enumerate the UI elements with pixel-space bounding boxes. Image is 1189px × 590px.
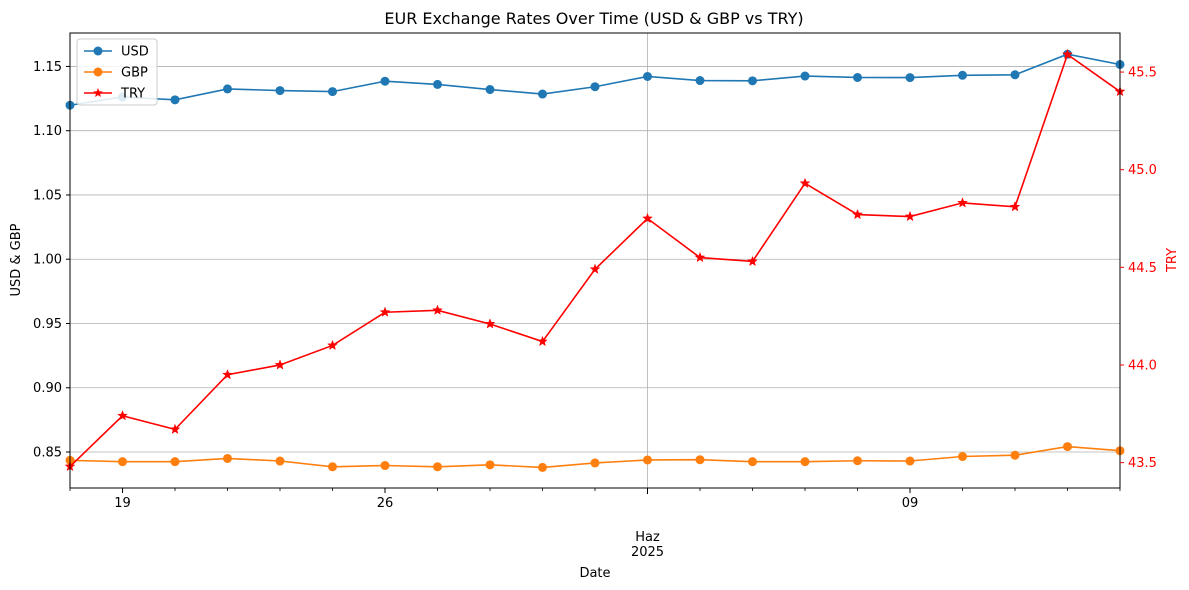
data-point-gbp [1063,442,1072,452]
x-tick-label: 26 [377,496,394,511]
data-point-try [327,339,338,351]
data-point-usd [748,76,757,86]
data-point-usd [695,76,705,86]
data-point-gbp [538,462,547,472]
data-point-try [1009,201,1021,212]
data-point-usd [643,71,652,81]
data-point-usd [800,71,810,81]
data-point-try [904,210,916,222]
y-tick-label: 1.15 [33,60,62,75]
data-point-usd [1010,70,1020,80]
data-point-gbp [643,455,652,465]
y-tick-label: 1.05 [33,188,62,203]
data-point-try [222,369,233,380]
legend-label: GBP [121,66,148,81]
series-try [64,48,1126,472]
data-point-gbp [485,460,495,470]
data-point-try [484,318,496,329]
x-month-label: Haz [635,530,660,545]
data-point-usd [905,73,915,83]
legend-item-usd: USD [84,45,149,60]
chart-title: EUR Exchange Rates Over Time (USD & GBP … [384,9,803,28]
data-point-gbp [800,457,810,467]
data-point-usd [433,79,442,89]
data-point-usd [485,85,495,95]
legend-item-gbp: GBP [84,66,148,81]
data-point-gbp [328,462,337,472]
data-point-try [747,255,758,267]
data-point-gbp [170,457,180,467]
data-point-gbp [1010,450,1020,460]
legend-item-try: TRY [84,87,145,102]
data-point-try [589,263,601,274]
y2-tick-label: 43.5 [1128,456,1157,471]
series-gbp [65,442,1125,472]
data-point-gbp [853,456,862,466]
legend-label: USD [121,45,149,60]
data-point-usd [853,72,862,82]
data-point-try [852,208,863,220]
legend-box [76,38,158,106]
legend-swatch-marker [93,88,103,98]
y2-axis-label: TRY [1165,248,1180,273]
data-point-try [432,304,443,315]
plot-frame [69,32,1121,489]
series-usd [65,49,1125,110]
x-axis-label: Date [579,566,610,581]
y2-tick-label: 45.0 [1128,163,1157,178]
data-point-try [1062,48,1073,60]
grid-lines [70,33,1120,488]
data-point-gbp [958,452,967,462]
data-point-usd [380,76,390,86]
y-axis-label: USD & GBP [9,223,24,296]
data-point-usd [958,70,967,80]
left-y-axis: 0.85 0.90 0.95 1.00 1.05 1.10 1.15 [33,60,70,461]
data-point-usd [223,84,232,94]
data-point-try [117,410,128,421]
data-point-gbp [695,455,705,465]
data-point-try [537,335,548,347]
data-point-usd [538,89,547,99]
y2-tick-label: 45.5 [1128,66,1157,81]
data-point-gbp [905,456,915,466]
y-tick-label: 0.85 [33,446,62,461]
y-tick-label: 1.00 [33,253,62,268]
data-point-gbp [275,456,285,466]
data-point-try [379,306,391,317]
data-point-try [642,212,653,224]
data-point-gbp [380,461,390,471]
x-year-label: 2025 [631,545,664,560]
y-tick-label: 0.90 [33,381,62,396]
legend-label: TRY [120,87,145,102]
y2-tick-label: 44.0 [1128,358,1157,373]
legend-swatch-marker [93,46,103,56]
data-point-try [274,359,286,370]
y-tick-label: 0.95 [33,317,62,332]
data-point-usd [275,86,285,96]
series-layer [64,48,1126,472]
data-point-gbp [433,462,442,472]
right-y-axis: 43.5 44.0 44.5 45.0 45.5 [1120,66,1157,471]
data-point-gbp [748,457,757,467]
legend-swatch-marker [93,67,103,77]
data-point-gbp [590,458,600,468]
data-point-usd [328,87,337,97]
y-tick-label: 1.10 [33,124,62,139]
legend: USD GBP TRY [76,38,158,106]
data-point-try [957,197,968,208]
data-point-gbp [118,457,127,467]
series-line-try [69,53,1121,468]
y2-tick-label: 44.5 [1128,261,1157,276]
data-point-usd [590,82,600,92]
x-tick-label: 19 [114,496,131,511]
data-point-gbp [223,453,232,463]
x-tick-label: 09 [902,496,919,511]
data-point-try [799,177,811,188]
data-point-try [169,423,181,435]
data-point-usd [170,95,180,105]
data-point-try [694,251,706,263]
